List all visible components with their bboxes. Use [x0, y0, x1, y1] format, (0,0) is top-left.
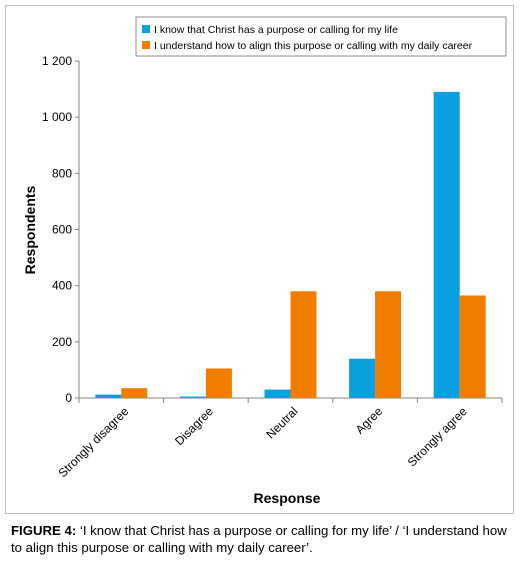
bar-series-1-neutral	[264, 389, 291, 398]
y-tick-label: 200	[52, 335, 72, 349]
bar-series-2-strongly-disagree	[121, 388, 148, 398]
caption-label: FIGURE 4:	[11, 523, 77, 538]
x-tick-label: Neutral	[263, 404, 300, 441]
x-tick-label: Agree	[353, 404, 386, 437]
x-tick-label: Strongly disagree	[55, 404, 131, 480]
legend-label-series-2: I understand how to align this purpose o…	[154, 40, 473, 52]
bar-series-1-disagree	[179, 396, 206, 398]
y-tick-label: 1 000	[42, 110, 72, 124]
bar-series-1-strongly-agree	[433, 91, 460, 399]
y-axis: 0 200 400 600 800 1 000 1 200	[42, 54, 80, 405]
x-axis: Strongly disagree Disagree Neutral Agree Str…	[55, 397, 503, 480]
x-tick-label: Strongly agree	[405, 404, 470, 469]
bar-series-1-strongly-disagree	[95, 394, 122, 398]
y-tick-label: 0	[65, 391, 72, 405]
legend-swatch-series-2	[142, 41, 150, 49]
bar-chart: I know that Christ has a purpose or call…	[22, 16, 507, 506]
bars	[95, 91, 486, 399]
caption-text: ‘I know that Christ has a purpose or cal…	[11, 523, 507, 555]
bar-series-2-agree	[375, 291, 402, 398]
legend: I know that Christ has a purpose or call…	[135, 16, 507, 57]
y-tick-label: 800	[52, 166, 72, 180]
bar-series-1-agree	[349, 358, 376, 398]
x-tick-label: Disagree	[172, 404, 216, 448]
bar-series-2-strongly-agree	[459, 295, 486, 398]
bar-series-2-disagree	[205, 368, 232, 398]
y-axis-title: Respondents	[22, 185, 38, 274]
legend-box	[135, 16, 507, 57]
x-axis-title: Response	[254, 490, 321, 506]
bar-series-2-neutral	[290, 291, 317, 398]
y-tick-label: 600	[52, 223, 72, 237]
legend-swatch-series-1	[142, 25, 150, 33]
legend-label-series-1: I know that Christ has a purpose or call…	[154, 24, 398, 36]
figure-frame	[5, 5, 514, 514]
y-tick-label: 400	[52, 279, 72, 293]
y-tick-label: 1 200	[42, 54, 72, 68]
figure-caption: FIGURE 4: ‘I know that Christ has a purp…	[11, 522, 521, 556]
